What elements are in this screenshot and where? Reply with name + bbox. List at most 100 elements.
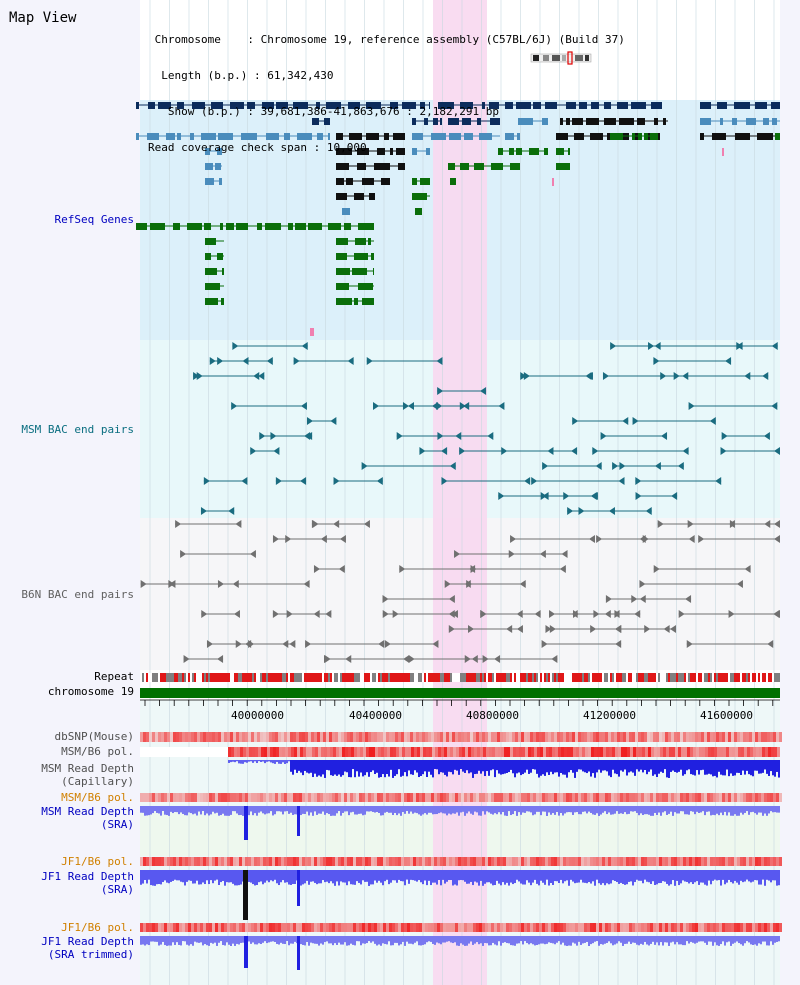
read-depth-bar	[544, 936, 546, 945]
read-depth-bar	[492, 936, 494, 943]
polymorphism-cell	[401, 923, 404, 932]
read-depth-bar	[734, 870, 736, 881]
read-depth-bar	[494, 870, 496, 886]
repeat-segment	[502, 673, 504, 682]
read-depth-bar	[366, 870, 368, 882]
track-label-jf1-b6-pol-1[interactable]: JF1/B6 pol.	[61, 855, 134, 868]
track-label-jf1-b6-pol-2[interactable]: JF1/B6 pol.	[61, 921, 134, 934]
read-depth-bar	[292, 870, 294, 884]
read-depth-bar	[270, 936, 272, 942]
b6n-bac-pair-end	[363, 520, 370, 528]
read-depth-bar	[534, 936, 536, 946]
read-depth-bar	[438, 870, 440, 881]
repeat-segment	[356, 673, 358, 682]
repeat-segment	[318, 673, 320, 682]
read-depth-bar	[442, 870, 444, 880]
polymorphism-cell	[293, 793, 296, 802]
polymorphism-cell	[779, 793, 782, 802]
polymorphism-cell	[221, 793, 224, 802]
polymorphism-cell	[531, 747, 534, 757]
polymorphism-cell	[206, 732, 209, 742]
read-depth-bar	[148, 936, 150, 946]
polymorphism-cell	[746, 857, 749, 866]
repeat-segment	[468, 673, 470, 682]
read-depth-bar	[496, 870, 498, 881]
gene-exon	[650, 133, 658, 140]
gene-exon	[619, 118, 634, 125]
read-depth-bar	[600, 806, 602, 815]
b6n-bac-pair-end	[289, 640, 296, 648]
track-label-refseq[interactable]: RefSeq Genes	[54, 213, 134, 226]
repeat-segment	[200, 673, 202, 682]
polymorphism-cell	[233, 923, 236, 932]
repeat-segment	[578, 673, 580, 682]
polymorphism-cell	[494, 857, 497, 866]
track-label-msm-b6-pol-2[interactable]: MSM/B6 pol.	[61, 791, 134, 804]
b6n-bac-pair-end	[480, 610, 487, 618]
polymorphism-cell	[716, 732, 719, 742]
track-label-msm-depth-cap-1[interactable]: MSM Read Depth	[41, 762, 134, 775]
polymorphism-cell	[755, 923, 758, 932]
polymorphism-cell	[212, 793, 215, 802]
gene-exon	[755, 102, 767, 109]
read-depth-bar	[334, 870, 336, 886]
polymorphism-cell	[404, 793, 407, 802]
track-label-b6n-bac[interactable]: B6N BAC end pairs	[21, 588, 134, 601]
polymorphism-cell	[167, 923, 170, 932]
repeat-segment	[494, 673, 496, 682]
read-depth-bar	[408, 936, 410, 944]
read-depth-bar	[240, 806, 242, 815]
repeat-segment	[314, 673, 316, 682]
repeat-segment	[484, 673, 486, 682]
track-label-msm-depth-sra-1[interactable]: MSM Read Depth	[41, 805, 134, 818]
polymorphism-cell	[470, 923, 473, 932]
gene-marker	[310, 328, 314, 336]
polymorphism-cell	[284, 732, 287, 742]
msm-bac-pair-end	[762, 372, 769, 380]
read-depth-bar	[666, 806, 668, 815]
read-depth-bar	[756, 936, 758, 946]
read-depth-bar	[264, 870, 266, 883]
read-depth-bar	[666, 870, 668, 884]
read-depth-bar	[316, 870, 318, 885]
read-depth-bar	[736, 760, 738, 773]
repeat-segment	[584, 673, 586, 682]
gene-exon	[362, 178, 374, 185]
polymorphism-cell	[731, 732, 734, 742]
read-depth-bar	[632, 936, 634, 943]
polymorphism-cell	[602, 732, 605, 742]
track-label-jf1-depth-trim-1[interactable]: JF1 Read Depth	[41, 935, 134, 948]
polymorphism-cell	[653, 732, 656, 742]
polymorphism-cell	[338, 857, 341, 866]
polymorphism-cell	[497, 923, 500, 932]
read-depth-bar	[294, 760, 296, 770]
track-label-dbsnp[interactable]: dbSNP(Mouse)	[54, 730, 134, 743]
read-depth-bar	[664, 760, 666, 770]
read-depth-bar	[450, 870, 452, 881]
repeat-segment	[526, 673, 528, 682]
polymorphism-cell	[278, 732, 281, 742]
read-depth-bar	[370, 806, 372, 812]
polymorphism-cell	[221, 923, 224, 932]
gene-exon	[450, 178, 456, 185]
repeat-segment	[448, 673, 450, 682]
track-label-jf1-depth-sra-1[interactable]: JF1 Read Depth	[41, 870, 134, 883]
polymorphism-cell	[602, 793, 605, 802]
b6n-bac-pair-end	[639, 580, 646, 588]
polymorphism-cell	[728, 793, 731, 802]
polymorphism-cell	[737, 793, 740, 802]
repeat-segment	[528, 673, 530, 682]
read-depth-bar	[482, 870, 484, 886]
polymorphism-cell	[278, 857, 281, 866]
read-depth-bar	[682, 936, 684, 946]
polymorphism-cell	[260, 923, 263, 932]
read-depth-bar	[778, 870, 780, 886]
repeat-segment	[706, 673, 708, 682]
track-label-msm-bac[interactable]: MSM BAC end pairs	[21, 423, 134, 436]
read-depth-spike	[244, 806, 248, 840]
polymorphism-cell	[482, 857, 485, 866]
polymorphism-cell	[659, 732, 662, 742]
track-label-msm-b6-pol-1[interactable]: MSM/B6 pol.	[61, 745, 134, 758]
polymorphism-cell	[467, 793, 470, 802]
